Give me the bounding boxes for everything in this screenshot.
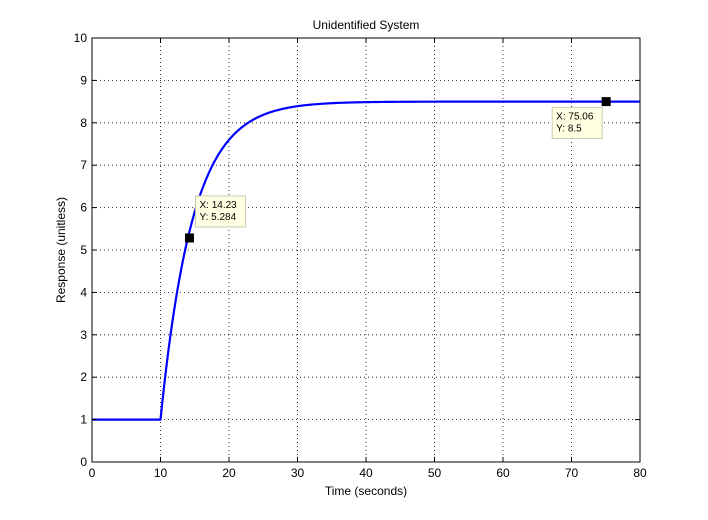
x-axis-label: Time (seconds) — [325, 484, 407, 498]
y-tick-label: 2 — [80, 370, 87, 384]
datatips-group[interactable]: X: 14.23Y: 5.284 X: 75.06Y: 8.5 — [184, 97, 611, 243]
datatip[interactable]: X: 75.06Y: 8.5 — [551, 97, 611, 139]
datatip-text: Y: 8.5 — [556, 124, 582, 135]
y-tick-label: 8 — [80, 116, 87, 130]
datatip-text: Y: 5.284 — [199, 212, 236, 223]
y-tick-label: 6 — [80, 201, 87, 215]
y-axis-label: Response (unitless) — [54, 197, 68, 303]
y-tick-label: 4 — [80, 285, 87, 299]
x-tick-label: 10 — [154, 466, 168, 480]
datatip-text: X: 75.06 — [556, 112, 594, 123]
x-tick-label: 60 — [496, 466, 510, 480]
x-tick-label: 0 — [89, 466, 96, 480]
x-tick-label: 30 — [291, 466, 305, 480]
series-group — [92, 100, 640, 421]
y-tick-label: 7 — [80, 158, 87, 172]
datatip-text: X: 14.23 — [199, 200, 237, 211]
y-tick-label: 5 — [80, 243, 87, 257]
chart-title: Unidentified System — [313, 18, 420, 32]
x-tick-label: 70 — [565, 466, 579, 480]
datatip-marker[interactable] — [184, 233, 194, 243]
y-tick-label: 1 — [80, 413, 87, 427]
y-tick-label: 0 — [80, 455, 87, 469]
x-tick-label: 80 — [633, 466, 647, 480]
x-tick-label: 20 — [222, 466, 236, 480]
datatip-marker[interactable] — [601, 97, 611, 107]
x-tick-label: 50 — [428, 466, 442, 480]
datatip[interactable]: X: 14.23Y: 5.284 — [184, 195, 246, 243]
datatip-box — [195, 195, 246, 228]
response-line — [92, 100, 640, 421]
datatip-box — [551, 107, 603, 139]
grid-lines — [92, 38, 640, 462]
y-tick-label: 3 — [80, 328, 87, 342]
y-tick-label: 9 — [80, 73, 87, 87]
ticks-group: 0 10 20 30 40 50 60 70 80 0 1 2 3 4 5 6 7 8 9 10 — [74, 31, 647, 480]
y-tick-label: 10 — [74, 31, 88, 45]
x-tick-label: 40 — [359, 466, 373, 480]
